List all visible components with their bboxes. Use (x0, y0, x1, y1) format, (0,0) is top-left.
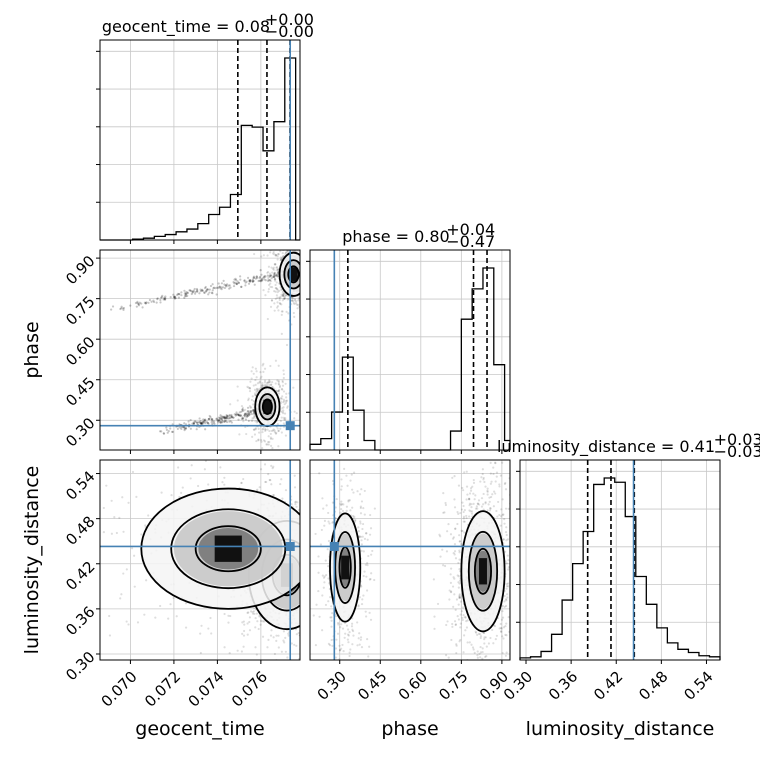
scatter-geocent_time-vs-phase-contour-1-2 (261, 398, 273, 415)
hist-phase-title-main: phase = 0.80 (342, 227, 449, 246)
hist-geocent_time-frame (99, 39, 301, 241)
ytick-label-phase-3: 0.75 (62, 292, 98, 328)
scatter-phase-vs-luminosity_distance-contour-1-1 (334, 531, 356, 604)
scatter-phase-vs-luminosity_distance-truth-marker (329, 541, 339, 551)
scatter-geocent_time-vs-luminosity_distance-content (102, 460, 300, 660)
ytick-label-phase-0: 0.30 (62, 414, 98, 450)
yaxis-label-phase: phase (21, 321, 43, 378)
scatter-geocent_time-vs-luminosity_distance (100, 460, 300, 660)
ytick-label-luminosity_distance-1: 0.36 (62, 603, 98, 639)
xtick-label-geocent_time-1: 0.072 (141, 668, 184, 711)
hist-luminosity_distance-title-main: luminosity_distance = 0.41 (497, 437, 715, 457)
xaxis-label-phase: phase (381, 718, 438, 740)
hist-phase-bg (310, 250, 510, 450)
hist-luminosity_distance-bg (520, 460, 720, 660)
hist-luminosity_distance-err-plus: +0.03 (714, 430, 760, 449)
scatter-geocent_time-vs-phase-truth-marker (285, 421, 295, 431)
scatter-phase-vs-luminosity_distance-frame (309, 459, 511, 661)
scatter-phase-vs-luminosity_distance-contour-0-1 (467, 530, 499, 612)
hist-phase (306, 250, 511, 451)
xtick-label-phase-1: 0.45 (354, 668, 390, 704)
scatter-phase-vs-luminosity_distance-contour-1-0 (329, 512, 362, 623)
ytick-label-luminosity_distance-2: 0.42 (62, 558, 98, 594)
xtick-label-geocent_time-3: 0.076 (228, 668, 271, 711)
hist-geocent_time-title: geocent_time = 0.08 (102, 17, 270, 37)
ytick-label-luminosity_distance-4: 0.54 (62, 467, 98, 503)
xtick-label-phase-0: 0.30 (314, 668, 350, 704)
scatter-geocent_time-vs-luminosity_distance-truth-marker (285, 541, 295, 551)
xtick-label-luminosity_distance-0: 0.30 (500, 668, 536, 704)
scatter-geocent_time-vs-luminosity_distance-frame (99, 459, 301, 661)
hist-luminosity_distance-err-minus: −0.03 (714, 442, 760, 461)
ytick-label-phase-1: 0.45 (62, 374, 98, 410)
xtick-label-luminosity_distance-4: 0.54 (680, 668, 716, 704)
hist-geocent_time-title-main: geocent_time = 0.08 (102, 17, 270, 37)
scatter-phase-vs-luminosity_distance (310, 460, 510, 660)
xaxis-label-geocent_time: geocent_time (135, 718, 264, 740)
scatter-geocent_time-vs-phase-contour-1-1 (258, 393, 277, 421)
xaxis-label-luminosity_distance: luminosity_distance (526, 718, 715, 740)
xtick-label-phase-2: 0.60 (395, 668, 431, 704)
xtick-label-luminosity_distance-2: 0.42 (590, 668, 626, 704)
hist-luminosity_distance-title: luminosity_distance = 0.41 (497, 437, 715, 457)
hist-phase-err-minus: −0.47 (446, 232, 495, 251)
scatter-geocent_time-vs-phase-contour-0-2 (287, 265, 300, 284)
hist-phase-err-plus: +0.04 (446, 220, 495, 239)
hist-geocent_time-err-minus: −0.00 (265, 22, 314, 41)
hist-geocent_time-steps (100, 57, 300, 241)
scatter-geocent_time-vs-phase-contour-0-0 (278, 251, 300, 297)
xtick-label-luminosity_distance-1: 0.36 (545, 668, 581, 704)
ytick-label-phase-2: 0.60 (62, 333, 98, 369)
hist-luminosity_distance (516, 460, 721, 660)
hist-geocent_time-err-plus: +0.00 (265, 10, 314, 29)
scatter-phase-vs-luminosity_distance-content (312, 461, 510, 660)
hist-geocent_time-bg (100, 40, 300, 240)
ytick-label-luminosity_distance-3: 0.48 (62, 512, 98, 548)
scatter-geocent_time-vs-phase-contour-0-1 (283, 259, 300, 290)
scatter-geocent_time-vs-luminosity_distance-contour-1-1 (170, 508, 287, 590)
scatter-geocent_time-vs-phase-frame (99, 249, 301, 451)
hist-luminosity_distance-frame (519, 459, 721, 661)
hist-phase-frame (309, 249, 511, 451)
hist-geocent_time (96, 40, 300, 241)
xtick-label-geocent_time-0: 0.070 (98, 668, 141, 711)
scatter-phase-vs-luminosity_distance-contour-0-0 (460, 510, 506, 633)
scatter-geocent_time-vs-luminosity_distance-contour-1-0 (140, 487, 300, 610)
hist-phase-title: phase = 0.80 (342, 227, 449, 246)
xtick-label-phase-3: 0.75 (435, 668, 471, 704)
ytick-label-phase-4: 0.90 (62, 252, 98, 288)
xtick-label-geocent_time-2: 0.074 (185, 668, 228, 711)
scatter-geocent_time-vs-phase (100, 250, 300, 450)
hist-luminosity_distance-steps (519, 477, 721, 660)
scatter-geocent_time-vs-luminosity_distance-contour-1-2 (194, 525, 262, 573)
xtick-label-luminosity_distance-3: 0.48 (635, 668, 671, 704)
yaxis-label-luminosity_distance: luminosity_distance (21, 466, 43, 655)
ytick-label-luminosity_distance-0: 0.30 (62, 648, 98, 684)
scatter-phase-vs-luminosity_distance-contour-0-2 (473, 547, 492, 595)
